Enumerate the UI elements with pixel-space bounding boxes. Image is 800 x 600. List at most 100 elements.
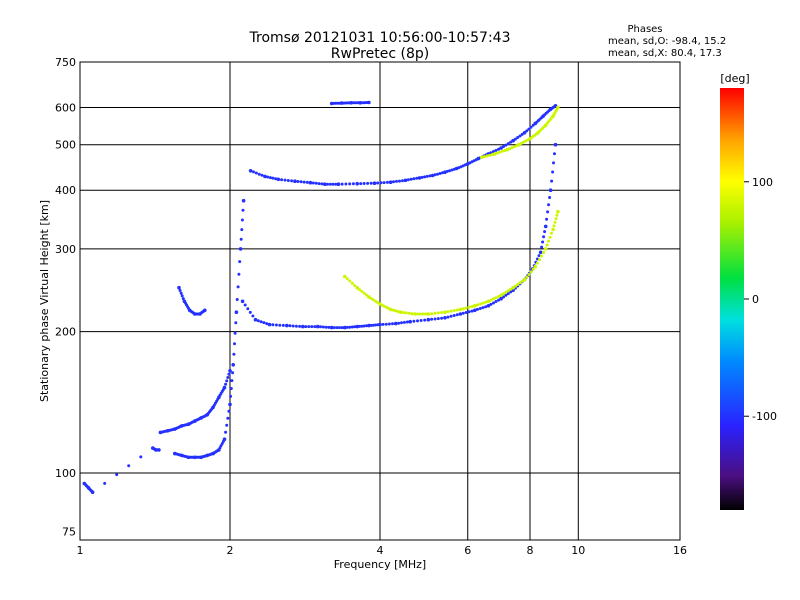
trace-0-point — [378, 322, 382, 327]
trace-0-point — [511, 288, 515, 293]
trace-1-fill-dot — [420, 175, 424, 179]
y-tick-label: 200 — [55, 326, 76, 339]
trace-0-fill-dot — [358, 324, 361, 328]
trace-1-point — [499, 146, 503, 150]
trace-1-fill-dot — [497, 147, 501, 151]
trace-1-fill-dot — [494, 148, 498, 152]
trace-2-fill-dot — [527, 273, 531, 276]
chart-subtitle: RwPretec (8p) — [331, 46, 429, 62]
trace-0-fill-dot — [548, 196, 552, 199]
trace-4-fill-dot — [225, 423, 229, 427]
trace-0-fill-dot — [481, 306, 485, 310]
trace-6-fill-dot — [181, 297, 185, 301]
y-tick-label: 750 — [55, 56, 76, 69]
trace-0-fill-dot — [298, 324, 302, 328]
trace-4-fill-dot — [231, 371, 235, 375]
trace-0-fill-dot — [362, 324, 366, 328]
trace-0-fill-dot — [348, 325, 352, 329]
trace-1-fill-dot — [382, 181, 386, 185]
trace-0-fill-dot — [397, 321, 401, 325]
trace-1-fill-dot — [302, 180, 306, 184]
trace-1-fill-dot — [268, 176, 272, 180]
trace-1-fill-dot — [331, 182, 335, 186]
trace-4-fill-dot — [232, 352, 236, 356]
trace-4-fill-dot — [235, 298, 239, 301]
trace-4-fill-dot — [240, 228, 244, 232]
trace-1-fill-dot — [506, 142, 510, 146]
trace-1-fill-dot — [280, 178, 284, 182]
trace-1-fill-dot — [529, 125, 533, 129]
trace-0-fill-dot — [552, 161, 555, 165]
trace-2-point — [413, 312, 417, 316]
trace-0-fill-dot — [423, 318, 427, 322]
data-points — [82, 100, 560, 495]
x-axis-label: Frequency [MHz] — [334, 558, 426, 571]
trace-2-fill-dot — [369, 296, 373, 300]
trace-2-fill-dot — [547, 239, 551, 243]
trace-1-fill-dot — [392, 180, 395, 184]
trace-3-fill-dot — [524, 139, 528, 143]
trace-4-fill-dot — [229, 387, 233, 390]
trace-2-fill-dot — [371, 298, 375, 302]
trace-0-point — [538, 250, 543, 255]
trace-0-fill-dot — [374, 323, 378, 327]
trace-0-point — [315, 324, 320, 329]
trace-0-fill-dot — [274, 323, 278, 327]
trace-1-point — [336, 182, 341, 186]
trace-2-fill-dot — [513, 284, 517, 288]
trace-0-fill-dot — [387, 322, 391, 326]
trace-7-point — [367, 100, 371, 105]
trace-1-fill-dot — [369, 181, 373, 185]
trace-5-fill-dot — [225, 379, 229, 383]
trace-1-fill-dot — [527, 127, 531, 131]
trace-1-fill-dot — [340, 182, 344, 186]
trace-0-fill-dot — [338, 326, 342, 330]
trace-2-fill-dot — [362, 291, 366, 295]
trace-2-fill-dot — [433, 311, 437, 315]
trace-2-fill-dot — [430, 312, 434, 316]
trace-0-point — [240, 299, 245, 304]
phase-stats-x: mean, sd,X: 80.4, 17.3 — [608, 48, 722, 59]
trace-0-fill-dot — [369, 323, 373, 327]
trace-0-fill-dot — [324, 325, 328, 329]
y-tick-label: 400 — [55, 184, 76, 197]
trace-2-fill-dot — [467, 305, 471, 309]
trace-1-fill-dot — [260, 173, 264, 177]
trace-2-fill-dot — [525, 275, 529, 279]
trace-2-fill-dot — [504, 290, 508, 294]
trace-8-fill-dot — [103, 481, 107, 485]
trace-1-fill-dot — [334, 182, 338, 186]
trace-4-fill-dot — [239, 237, 243, 241]
trace-2-fill-dot — [470, 305, 474, 308]
trace-1-fill-dot — [504, 143, 508, 147]
trace-2-fill-dot — [455, 308, 459, 312]
trace-0-fill-dot — [461, 311, 465, 315]
y-axis-label: Stationary phase Virtual Height [km] — [38, 200, 51, 402]
trace-3-fill-dot — [519, 142, 523, 145]
trace-0-fill-dot — [281, 323, 285, 327]
trace-0-fill-dot — [332, 326, 336, 330]
trace-2-fill-dot — [440, 311, 444, 314]
trace-4-fill-dot — [233, 342, 236, 346]
trace-1-fill-dot — [257, 172, 261, 176]
trace-1-point — [263, 174, 267, 179]
trace-1-fill-dot — [376, 181, 380, 185]
trace-0-fill-dot — [484, 305, 488, 309]
trace-2-point — [511, 285, 515, 290]
trace-2-point — [343, 274, 347, 279]
phase-stats-o: mean, sd,O: -98.4, 15.2 — [608, 36, 726, 47]
trace-8-fill-dot — [115, 473, 119, 477]
trace-2-fill-dot — [350, 281, 354, 285]
trace-2-fill-dot — [416, 312, 420, 316]
trace-2-fill-dot — [552, 224, 556, 228]
trace-2-point — [522, 277, 527, 282]
trace-0-point — [553, 142, 558, 147]
trace-5-fill-dot — [226, 376, 230, 379]
trace-2-fill-dot — [548, 235, 552, 239]
trace-2-fill-dot — [555, 213, 559, 217]
trace-0-fill-dot — [288, 324, 292, 328]
trace-8-fill-dot — [139, 455, 143, 459]
trace-0-fill-dot — [478, 307, 482, 310]
trace-1-fill-dot — [271, 176, 275, 180]
